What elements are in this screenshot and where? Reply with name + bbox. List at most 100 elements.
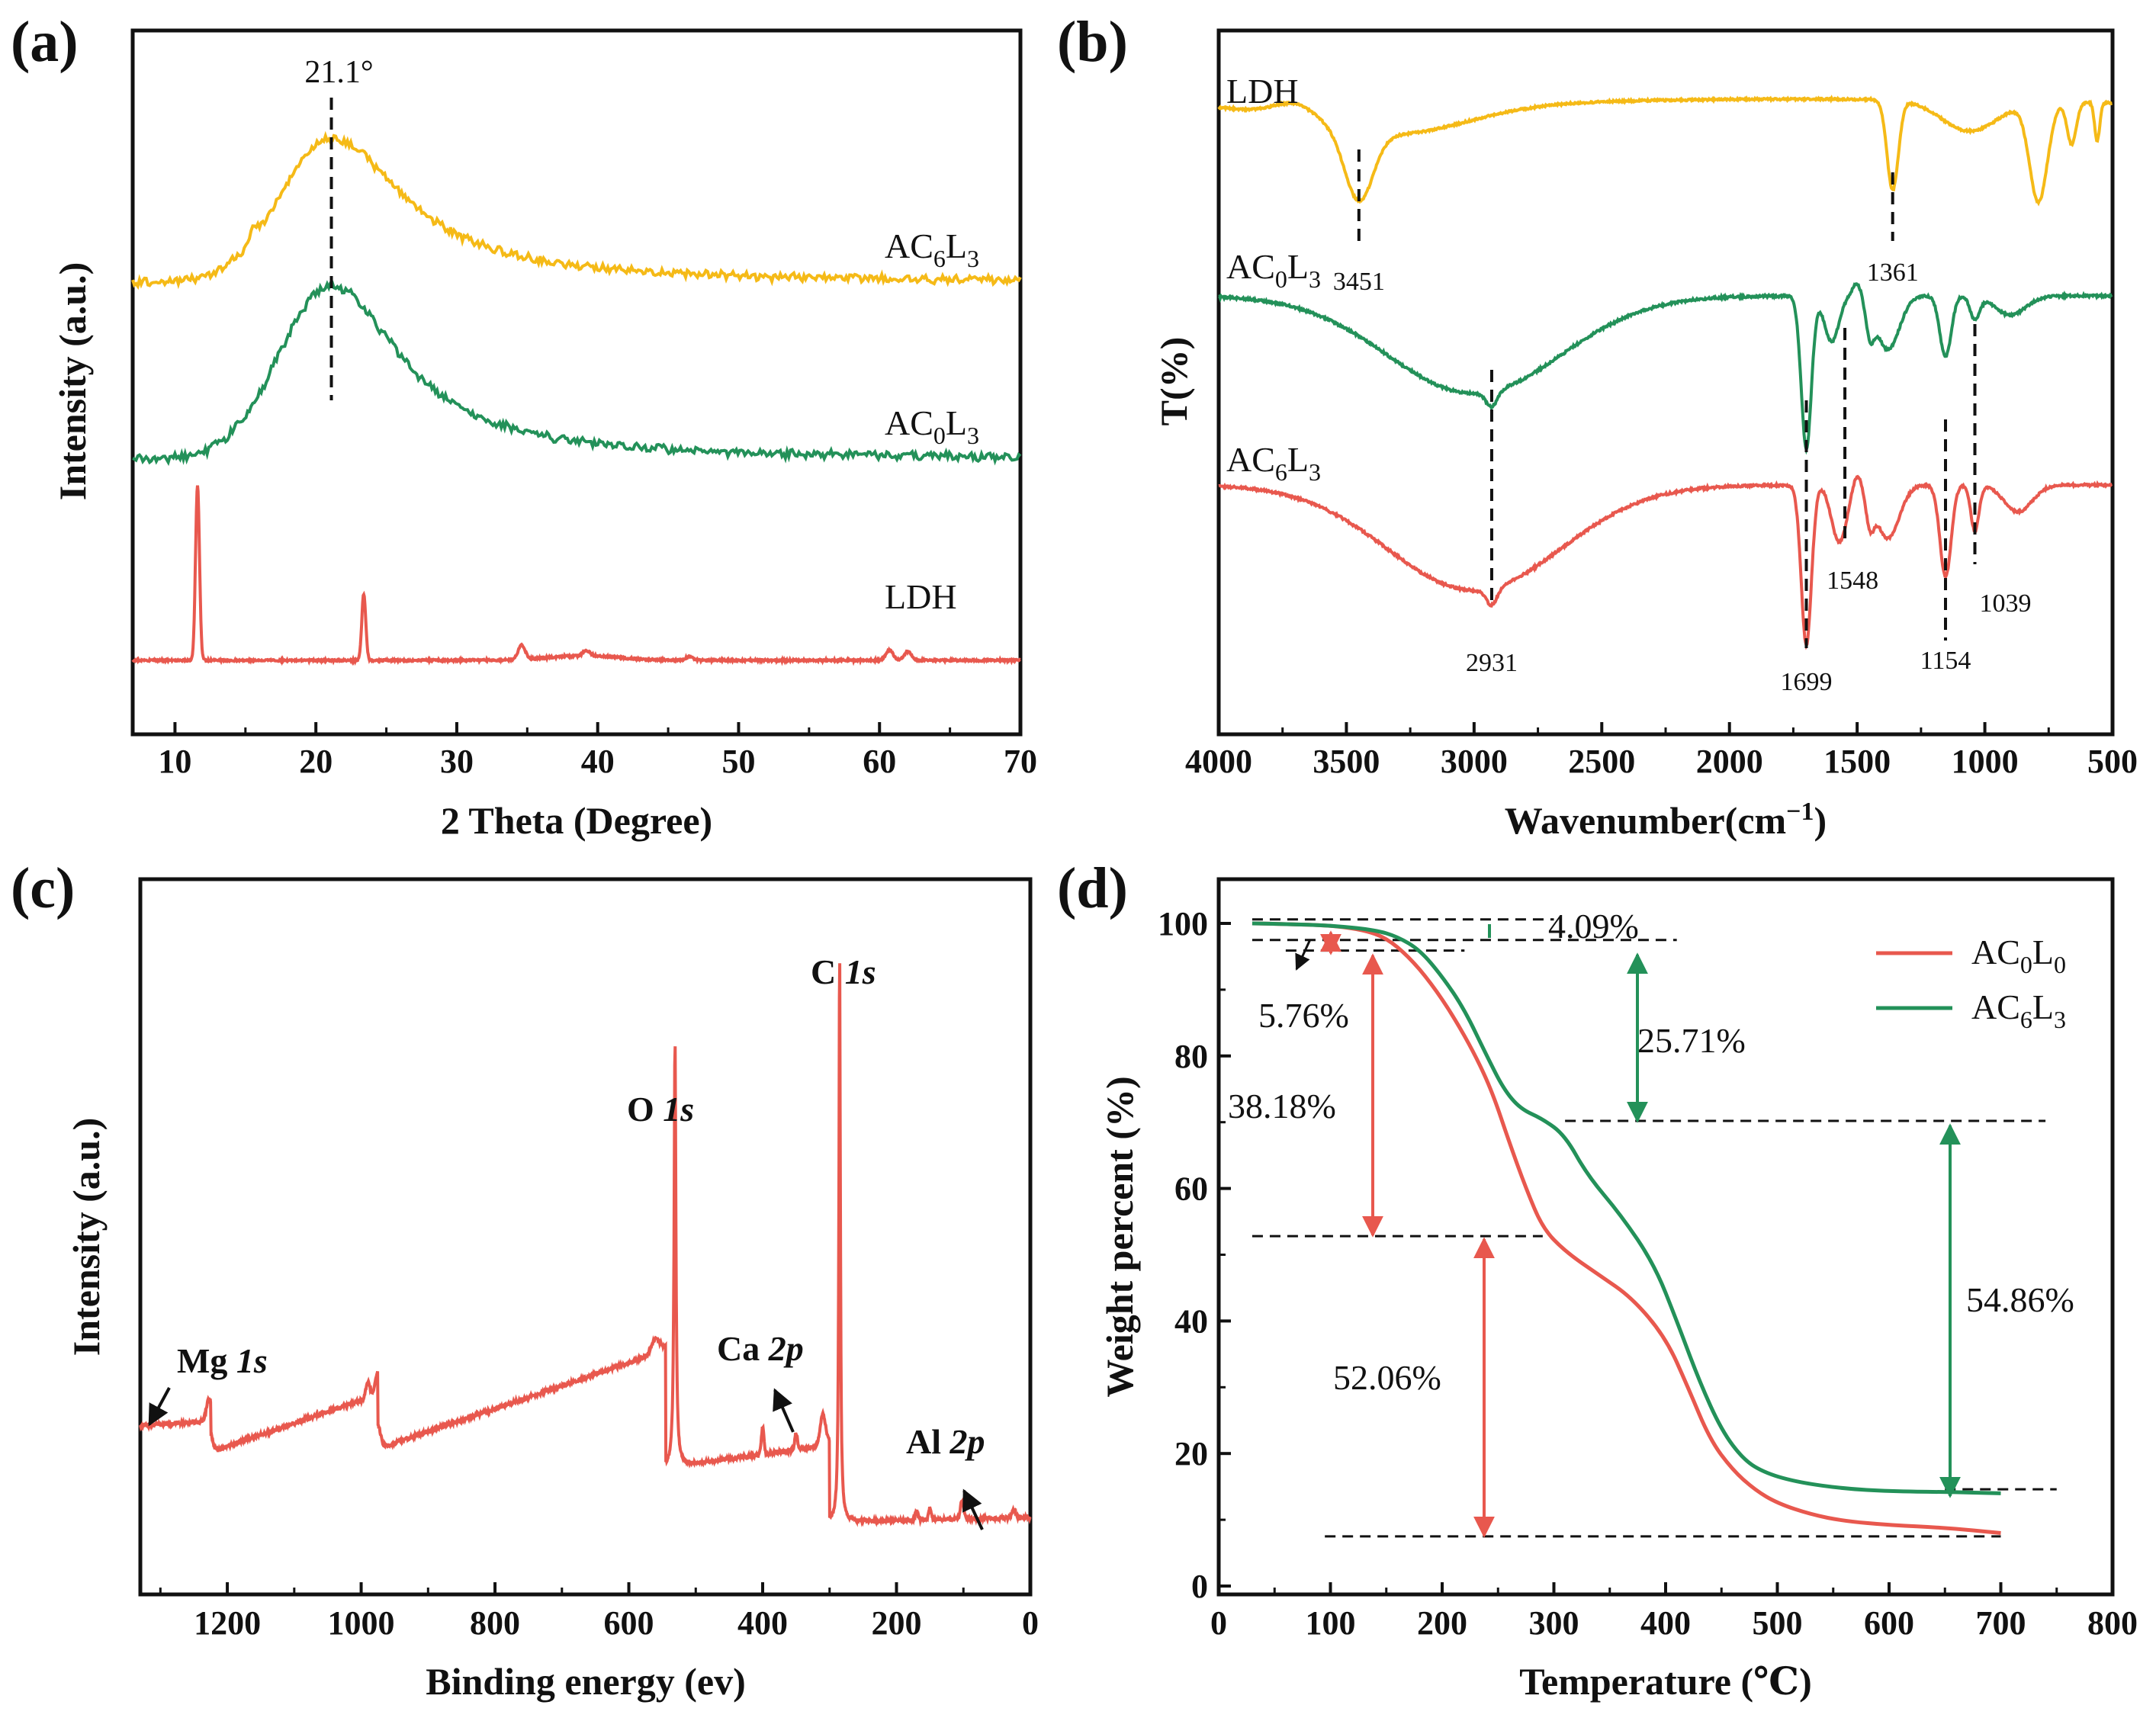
- tga-yticklabel-80: 80: [1174, 1038, 1208, 1075]
- tga-x-ticklabel-100: 100: [1306, 1604, 1356, 1642]
- panel-d-ticks: 0 100 200 300 400 500 600 700 800 0 20 40 60 80 100: [1158, 905, 2138, 1642]
- ftir-line-ac6l3: [1218, 474, 2113, 650]
- ftir-ticklabel-2000: 2000: [1696, 743, 1763, 780]
- panel-b-band-1361: 1361: [1867, 258, 1919, 287]
- panel-b-band-2931: 2931: [1466, 649, 1518, 677]
- panel-d-ann-38-18: 38.18%: [1228, 1087, 1336, 1125]
- panel-b-band-3451: 3451: [1333, 268, 1385, 296]
- xrd-ticklabel-10: 10: [158, 743, 191, 780]
- ftir-line-ldh: [1217, 95, 2113, 207]
- panel-c-frame: [138, 877, 1033, 1597]
- panel-c-ann-ca: Ca 2p: [717, 1329, 804, 1368]
- panel-c-ann-mg: Mg 1s: [177, 1341, 268, 1380]
- panel-c-ylabel: Intensity (a.u.): [65, 1118, 108, 1357]
- panel-c-xps: (c) 1200 1000 800 600 400 200 0 Mg 1s O 1s Ca …: [11, 856, 1039, 1703]
- panel-b-band-1039: 1039: [1980, 589, 2032, 618]
- xps-line-survey: [139, 963, 1032, 1527]
- ftir-line-ac0l3: [1218, 282, 2113, 455]
- arrow-mg: [148, 1387, 171, 1427]
- panel-b-label-ac6l3: AC6L3: [1226, 440, 1321, 486]
- panel-c-xticks: 1200 1000 800 600 400 200 0: [159, 1582, 1039, 1642]
- panel-c-ann-o: O 1s: [627, 1090, 694, 1129]
- panel-d-tga: (d) 0 100 200 300 400 500 600 700 800 0 20 40 60 80 10…: [1057, 856, 2138, 1703]
- xrd-ticklabel-60: 60: [863, 743, 896, 780]
- panel-b-label: (b): [1057, 10, 1128, 74]
- xps-ticklabel-800: 800: [470, 1604, 520, 1642]
- panel-d-curves: [1252, 921, 2001, 1535]
- panel-a-ylabel: Intensity (a.u.): [51, 262, 94, 501]
- xrd-ticklabel-50: 50: [721, 743, 755, 780]
- arrow-al: [962, 1488, 984, 1530]
- panel-d-frame: [1216, 877, 2115, 1597]
- panel-d-ann-52-06: 52.06%: [1333, 1358, 1441, 1397]
- panel-d-label: (d): [1057, 856, 1128, 920]
- xrd-line-ac0l3: [132, 280, 1022, 467]
- xrd-ticklabel-40: 40: [581, 743, 615, 780]
- tga-x-ticklabel-600: 600: [1864, 1604, 1914, 1642]
- panel-b-xlabel: Wavenumber(cm−1): [1505, 798, 1827, 842]
- xrd-line-ldh: [131, 485, 1021, 666]
- panel-b-band-1154: 1154: [1920, 647, 1971, 675]
- panel-a-xrd: (a) 10 20 30 40 50 60 70 21.1° AC6L3 AC0L3 LDH…: [11, 10, 1037, 842]
- panel-b-band-markers: [1357, 149, 1977, 648]
- ftir-ticklabel-3500: 3500: [1313, 743, 1380, 780]
- panel-d-xlabel: Temperature (℃): [1519, 1660, 1811, 1703]
- ftir-ticklabel-3000: 3000: [1441, 743, 1508, 780]
- tga-yticklabel-20: 20: [1174, 1435, 1208, 1472]
- panel-d-legend: AC0L0 AC6L3: [1876, 933, 2066, 1033]
- tga-line-ac6l3: [1252, 921, 2001, 1495]
- panel-a-label-ldh: LDH: [885, 577, 957, 616]
- tga-x-ticklabel-500: 500: [1753, 1604, 1803, 1642]
- xps-ticklabel-200: 200: [872, 1604, 922, 1642]
- panel-b-band-1699: 1699: [1781, 668, 1833, 696]
- panel-b-curves: [1217, 95, 2113, 650]
- panel-d-ann-4-09: 4.09%: [1548, 907, 1639, 946]
- ftir-ticklabel-500: 500: [2087, 743, 2138, 780]
- xps-ticklabel-1000: 1000: [328, 1604, 395, 1642]
- ftir-ticklabel-4000: 4000: [1185, 743, 1252, 780]
- xrd-ticklabel-20: 20: [299, 743, 333, 780]
- tga-x-ticklabel-700: 700: [1976, 1604, 2026, 1642]
- tga-yticklabel-100: 100: [1158, 905, 1208, 942]
- panel-b-xticks: 4000 3500 3000 2500 2000 1500 1000 500: [1185, 722, 2138, 780]
- panel-b-ftir: (b) 4000 3500 3000 2500 2000 1500 1000 500 LDH …: [1057, 10, 2138, 842]
- tga-line-ac0l0: [1252, 921, 2001, 1535]
- panel-b-band-1548: 1548: [1827, 567, 1878, 595]
- tga-x-ticklabel-0: 0: [1210, 1604, 1227, 1642]
- tga-x-ticklabel-400: 400: [1640, 1604, 1691, 1642]
- panel-a-curves: [131, 130, 1022, 666]
- xrd-line-ac6l3: [131, 130, 1022, 291]
- panel-d-ann-25-71: 25.71%: [1637, 1021, 1746, 1060]
- tga-x-ticklabel-200: 200: [1417, 1604, 1467, 1642]
- panel-a-label-ac0l3: AC0L3: [885, 403, 979, 449]
- ftir-ticklabel-1000: 1000: [1952, 743, 2019, 780]
- panel-b-label-ldh: LDH: [1226, 72, 1299, 111]
- panel-d-measure-arrows: [1295, 924, 1961, 1538]
- xps-ticklabel-1200: 1200: [194, 1604, 261, 1642]
- tga-yticklabel-40: 40: [1174, 1302, 1208, 1340]
- tga-x-ticklabel-300: 300: [1529, 1604, 1579, 1642]
- tga-yticklabel-0: 0: [1191, 1568, 1208, 1605]
- panel-d-ann-5-76: 5.76%: [1258, 996, 1349, 1035]
- arrow-ca: [773, 1388, 795, 1433]
- panel-c-peak-arrows: [148, 1387, 984, 1530]
- panel-c-label: (c): [11, 856, 75, 920]
- panel-a-frame: [130, 28, 1023, 737]
- legend-label-ac6l3: AC6L3: [1971, 987, 2066, 1033]
- tga-x-ticklabel-800: 800: [2087, 1604, 2138, 1642]
- panel-d-ann-54-86: 54.86%: [1966, 1280, 2074, 1319]
- panel-a-xticks: 10 20 30 40 50 60 70: [158, 722, 1037, 780]
- tga-yticklabel-60: 60: [1174, 1170, 1208, 1208]
- panel-c-xlabel: Binding energy (ev): [426, 1660, 745, 1703]
- xrd-ticklabel-30: 30: [440, 743, 474, 780]
- ftir-ticklabel-2500: 2500: [1568, 743, 1635, 780]
- panel-c-ann-c: C 1s: [811, 952, 876, 991]
- panel-a-xlabel: 2 Theta (Degree): [441, 799, 712, 842]
- xps-ticklabel-600: 600: [604, 1604, 654, 1642]
- panel-b-ylabel: T(%): [1152, 337, 1195, 426]
- panel-a-label: (a): [11, 10, 79, 74]
- panel-a-label-ac6l3: AC6L3: [885, 226, 979, 272]
- ftir-ticklabel-1500: 1500: [1823, 743, 1891, 780]
- xps-ticklabel-400: 400: [737, 1604, 788, 1642]
